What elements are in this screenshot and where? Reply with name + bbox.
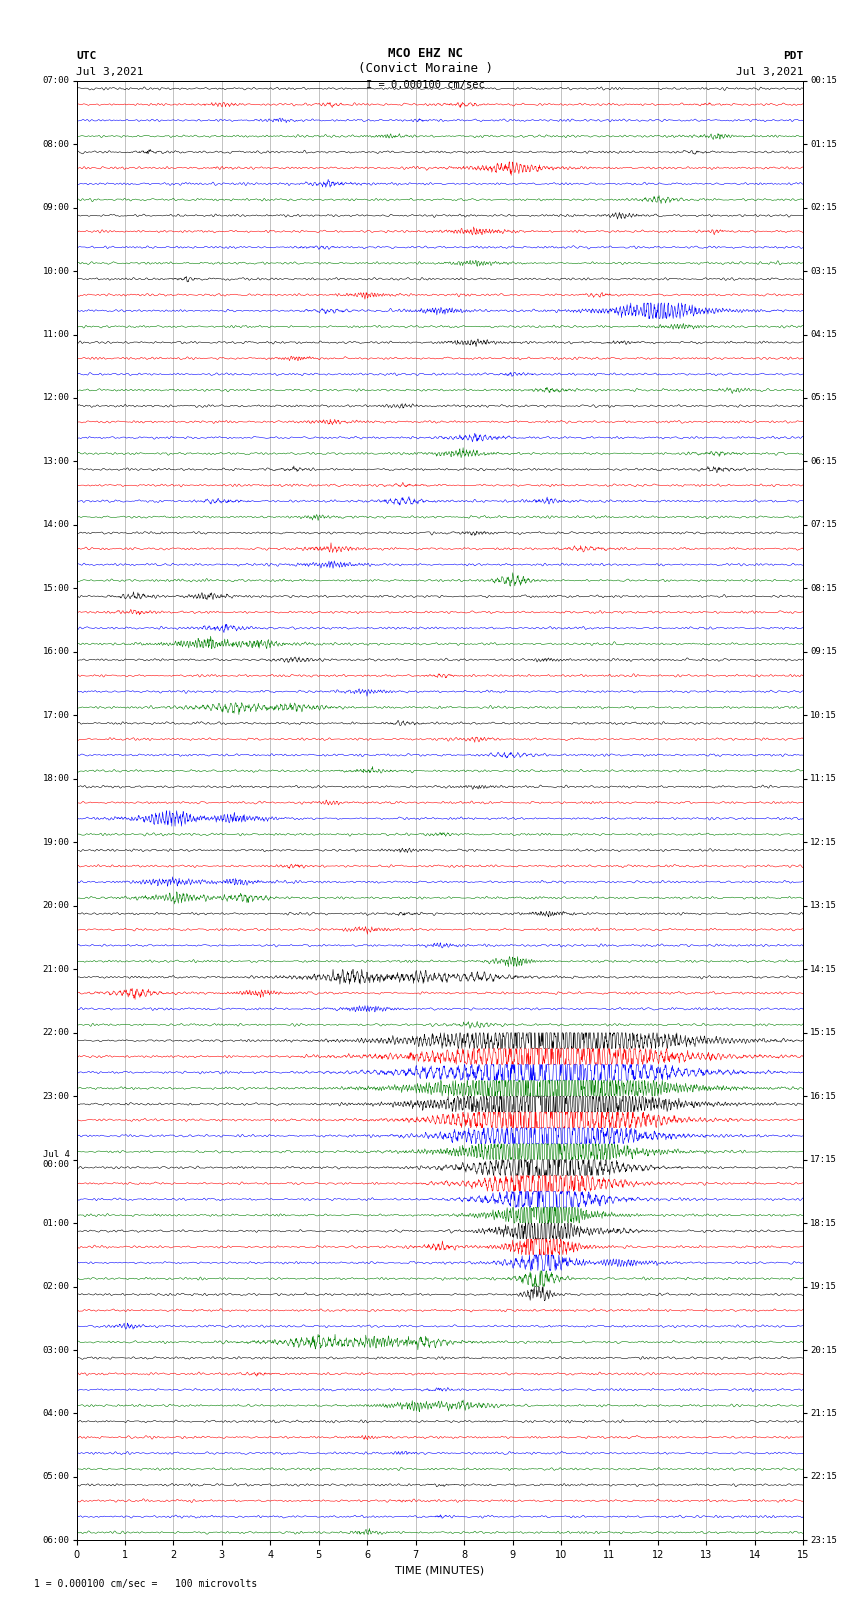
X-axis label: TIME (MINUTES): TIME (MINUTES) xyxy=(395,1566,484,1576)
Text: (Convict Moraine ): (Convict Moraine ) xyxy=(358,61,492,76)
Text: Jul 3,2021: Jul 3,2021 xyxy=(76,68,144,77)
Text: Jul 3,2021: Jul 3,2021 xyxy=(736,68,803,77)
Text: UTC: UTC xyxy=(76,52,97,61)
Text: 1 = 0.000100 cm/sec =   100 microvolts: 1 = 0.000100 cm/sec = 100 microvolts xyxy=(34,1579,258,1589)
Text: PDT: PDT xyxy=(783,52,803,61)
Text: I = 0.000100 cm/sec: I = 0.000100 cm/sec xyxy=(366,79,484,90)
Text: MCO EHZ NC: MCO EHZ NC xyxy=(388,47,462,60)
